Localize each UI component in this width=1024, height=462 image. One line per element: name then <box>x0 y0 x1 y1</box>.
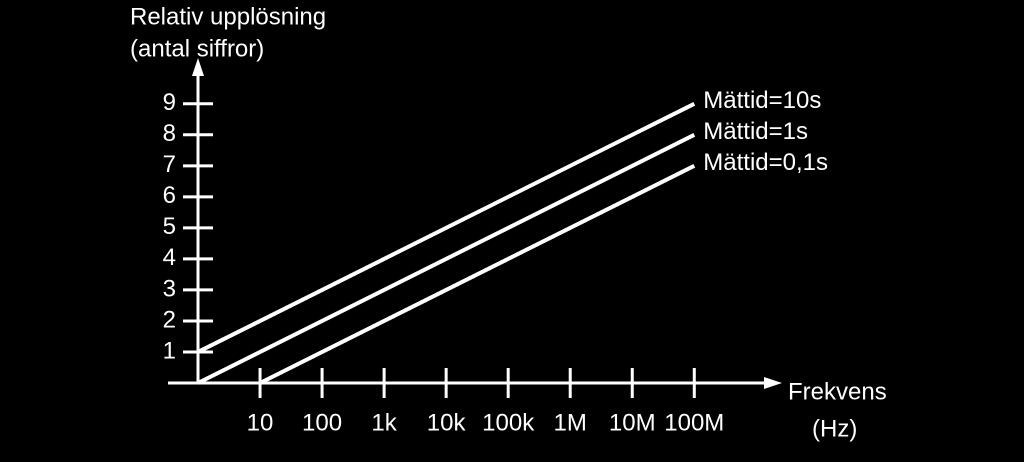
x-tick-label: 100M <box>664 409 724 436</box>
x-tick-label: 10k <box>427 409 467 436</box>
y-tick-label: 9 <box>163 89 176 116</box>
line <box>259 164 696 385</box>
series-label: Mättid=0,1s <box>703 149 828 176</box>
y-arrow <box>192 58 204 76</box>
x-label: Frekvens <box>788 378 887 405</box>
y-tick-label: 2 <box>163 306 176 333</box>
x-tick-label: 100k <box>482 409 535 436</box>
x-tick-label: 10M <box>609 409 656 436</box>
y-tick-label: 1 <box>163 337 176 364</box>
y-label: (antal siffror) <box>130 35 264 62</box>
y-tick-label: 8 <box>163 120 176 147</box>
x-label: (Hz) <box>812 415 857 442</box>
y-tick-label: 3 <box>163 275 176 302</box>
line <box>197 101 696 354</box>
y-tick-label: 7 <box>163 151 176 178</box>
x-tick-label: 100 <box>302 409 342 436</box>
x-tick-label: 10 <box>247 409 274 436</box>
series-label: Mättid=10s <box>703 87 821 114</box>
y-label: Relativ upplösning <box>130 3 326 30</box>
y-tick-label: 6 <box>163 182 176 209</box>
y-tick-label: 4 <box>163 244 176 271</box>
y-tick-label: 5 <box>163 213 176 240</box>
x-tick-label: 1M <box>554 409 587 436</box>
series-label: Mättid=1s <box>703 118 808 145</box>
x-tick-label: 1k <box>371 409 397 436</box>
line <box>197 133 696 385</box>
x-arrow <box>764 377 782 389</box>
